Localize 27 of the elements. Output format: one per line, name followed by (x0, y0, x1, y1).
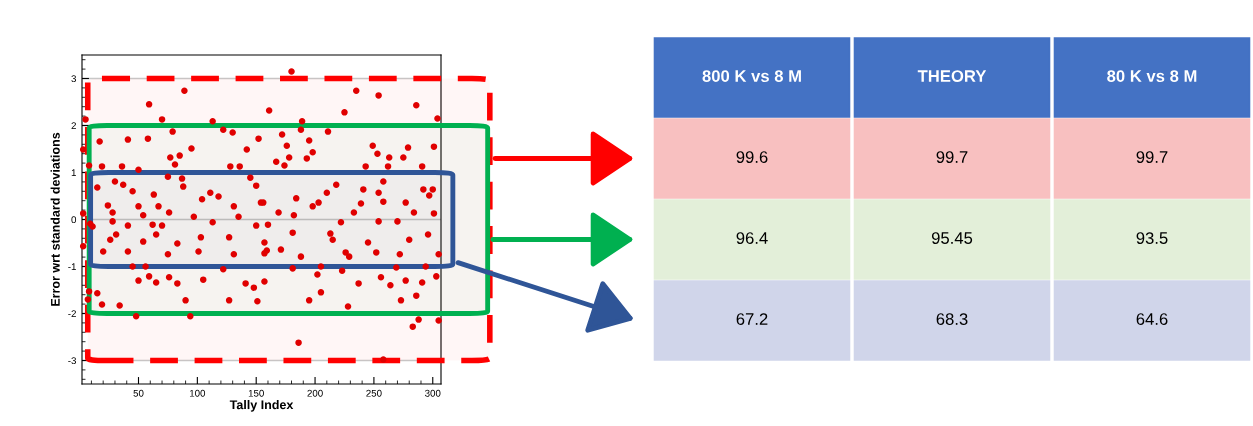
y-tick-label: -2 (68, 310, 76, 318)
y-tick-label: -3 (68, 357, 77, 365)
x-axis-title: Tally Index (229, 400, 294, 412)
x-tick-label: 250 (366, 389, 382, 397)
x-tick-label: 150 (248, 389, 264, 397)
data-label: 68.3 (936, 313, 968, 325)
x-tick-label: 300 (425, 389, 441, 397)
y-tick-label: 0 (71, 216, 77, 224)
data-label: 99.7 (1136, 151, 1168, 163)
y-tick-label: 2 (71, 122, 76, 130)
y-tick-label: -1 (68, 263, 76, 271)
x-tick-label: 50 (133, 389, 144, 397)
category-label: 80 K vs 8 M (1107, 70, 1197, 82)
data-label: 95.45 (931, 232, 973, 244)
data-label: 99.7 (936, 151, 968, 163)
data-label: 64.6 (1136, 313, 1168, 325)
category-label: 800 K vs 8 M (702, 70, 801, 82)
x-tick-label: 100 (189, 389, 206, 397)
data-label: 93.5 (1136, 232, 1168, 244)
category-label: THEORY (917, 70, 987, 82)
y-axis-title: Error wrt standard deviations (50, 132, 60, 306)
y-tick-label: 3 (71, 75, 77, 83)
x-tick-label: 200 (307, 389, 323, 397)
data-label: 96.4 (736, 232, 768, 244)
y-tick-label: 1 (71, 169, 76, 177)
data-label: 99.6 (736, 151, 768, 163)
data-label: 67.2 (736, 313, 768, 325)
